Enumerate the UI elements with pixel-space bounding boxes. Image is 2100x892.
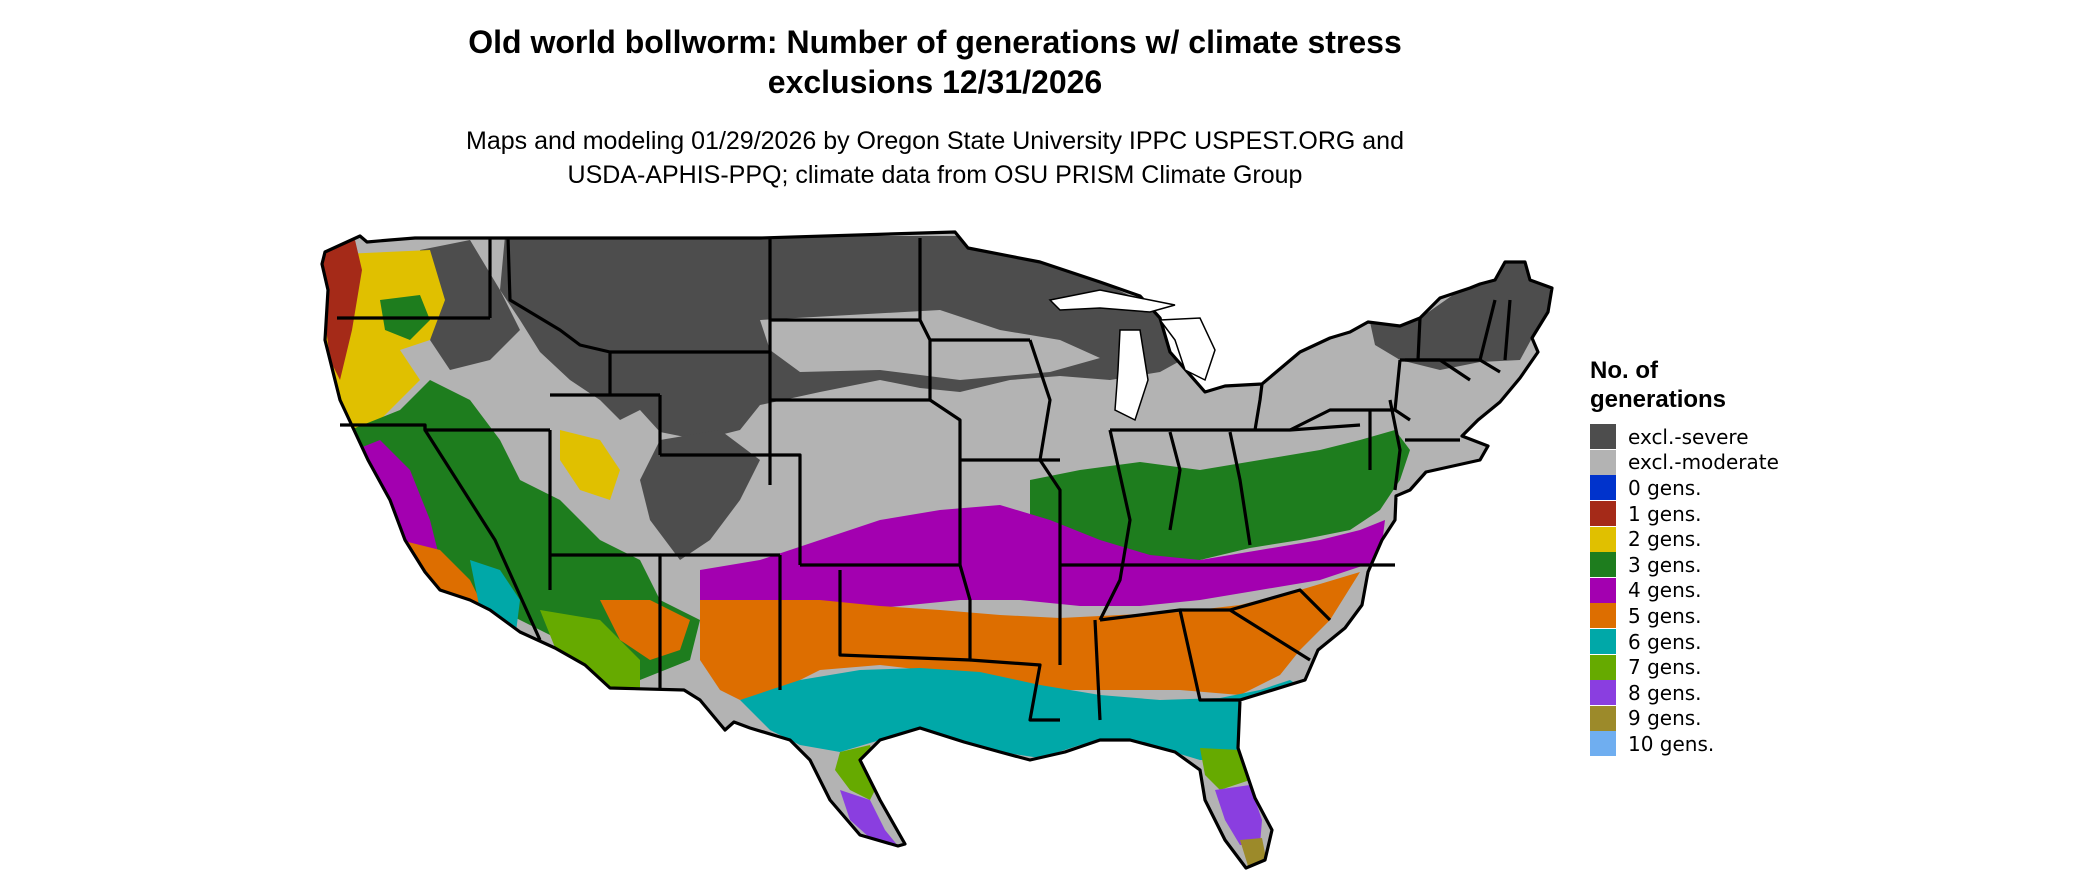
legend-label: 3 gens.	[1628, 552, 1702, 577]
legend-label: 1 gens.	[1628, 501, 1702, 526]
legend-swatch	[1590, 424, 1616, 450]
legend-swatch	[1590, 731, 1616, 757]
legend-label: 6 gens.	[1628, 629, 1702, 654]
legend-item-6-gens: 6 gens.	[1590, 629, 1890, 655]
legend-item-8-gens: 8 gens.	[1590, 680, 1890, 706]
zone-4gens-south-central	[700, 505, 1385, 630]
legend-swatch	[1590, 603, 1616, 629]
lake-michigan	[1114, 329, 1149, 422]
map-title: Old world bollworm: Number of generation…	[0, 22, 1870, 102]
map-title-line1: Old world bollworm: Number of generation…	[468, 24, 1402, 60]
legend-swatch	[1590, 680, 1616, 706]
legend-item-4-gens: 4 gens.	[1590, 577, 1890, 604]
zone-9gens-florida	[1240, 838, 1266, 866]
state-borders	[320, 230, 1554, 870]
legend-item-excl-moderate: excl.-moderate	[1590, 449, 1890, 476]
legend-items: excl.-severe excl.-moderate 0 gens. 1 ge…	[1590, 424, 1890, 757]
legend-item-1-gens: 1 gens.	[1590, 501, 1890, 527]
zone-3gens-central-east	[1030, 430, 1410, 560]
legend-item-excl-severe: excl.-severe	[1590, 424, 1890, 450]
legend-swatch	[1590, 526, 1616, 552]
lake-huron	[1158, 317, 1216, 382]
zone-6gens-gulf	[740, 668, 1305, 760]
legend-title-line1: No. of	[1590, 357, 1658, 384]
legend-swatch	[1590, 501, 1616, 527]
legend-label: excl.-moderate	[1628, 450, 1779, 475]
legend-swatch	[1590, 705, 1616, 731]
zone-excl-severe-rockies	[640, 430, 760, 560]
zone-2gens-utah	[560, 430, 620, 500]
legend-label: 9 gens.	[1628, 706, 1702, 731]
legend-label: 0 gens.	[1628, 475, 1702, 500]
legend-title: No. of generations	[1590, 356, 1890, 414]
legend-item-3-gens: 3 gens.	[1590, 552, 1890, 578]
us-outline	[320, 230, 1554, 870]
legend-item-10-gens: 10 gens.	[1590, 731, 1890, 757]
legend-swatch	[1590, 577, 1616, 603]
legend-item-2-gens: 2 gens.	[1590, 526, 1890, 552]
legend-label: excl.-severe	[1628, 424, 1749, 449]
legend-swatch	[1590, 629, 1616, 655]
map-subtitle-line1: Maps and modeling 01/29/2026 by Oregon S…	[466, 127, 1404, 155]
legend-item-5-gens: 5 gens.	[1590, 603, 1890, 629]
lake-superior	[1048, 289, 1176, 313]
legend-label: 2 gens.	[1628, 527, 1702, 552]
legend-swatch	[1590, 654, 1616, 680]
legend-label: 10 gens.	[1628, 731, 1715, 756]
legend-label: 8 gens.	[1628, 680, 1702, 705]
legend-swatch	[1590, 475, 1616, 501]
legend-item-7-gens: 7 gens.	[1590, 654, 1890, 680]
great-lakes	[1048, 289, 1216, 422]
legend-title-line2: generations	[1590, 386, 1727, 413]
legend-label: 7 gens.	[1628, 655, 1702, 680]
legend-swatch	[1590, 449, 1616, 475]
zone-7gens-florida	[1200, 748, 1250, 790]
zone-5gens-arizona	[600, 600, 690, 660]
zone-excl-severe-idaho	[420, 240, 520, 370]
legend-item-9-gens: 9 gens.	[1590, 705, 1890, 732]
legend-swatch	[1590, 552, 1616, 578]
map-subtitle-line2: USDA-APHIS-PPQ; climate data from OSU PR…	[567, 161, 1303, 189]
zone-1gens-pacific-coast	[322, 240, 362, 380]
map-legend: No. of generations excl.-severe excl.-mo…	[1590, 356, 1890, 757]
zone-8gens-texas	[840, 790, 898, 846]
map-subtitle: Maps and modeling 01/29/2026 by Oregon S…	[0, 124, 1870, 192]
zone-7gens-southwest	[540, 610, 640, 690]
generation-zones	[322, 232, 1552, 868]
map-title-line2: exclusions 12/31/2026	[767, 64, 1103, 100]
zone-5gens-south	[700, 572, 1360, 700]
legend-label: 5 gens.	[1628, 603, 1702, 628]
legend-label: 4 gens.	[1628, 578, 1702, 603]
zone-6gens-southwest	[470, 560, 520, 640]
legend-item-0-gens: 0 gens.	[1590, 475, 1890, 501]
zone-8gens-florida	[1215, 785, 1262, 845]
